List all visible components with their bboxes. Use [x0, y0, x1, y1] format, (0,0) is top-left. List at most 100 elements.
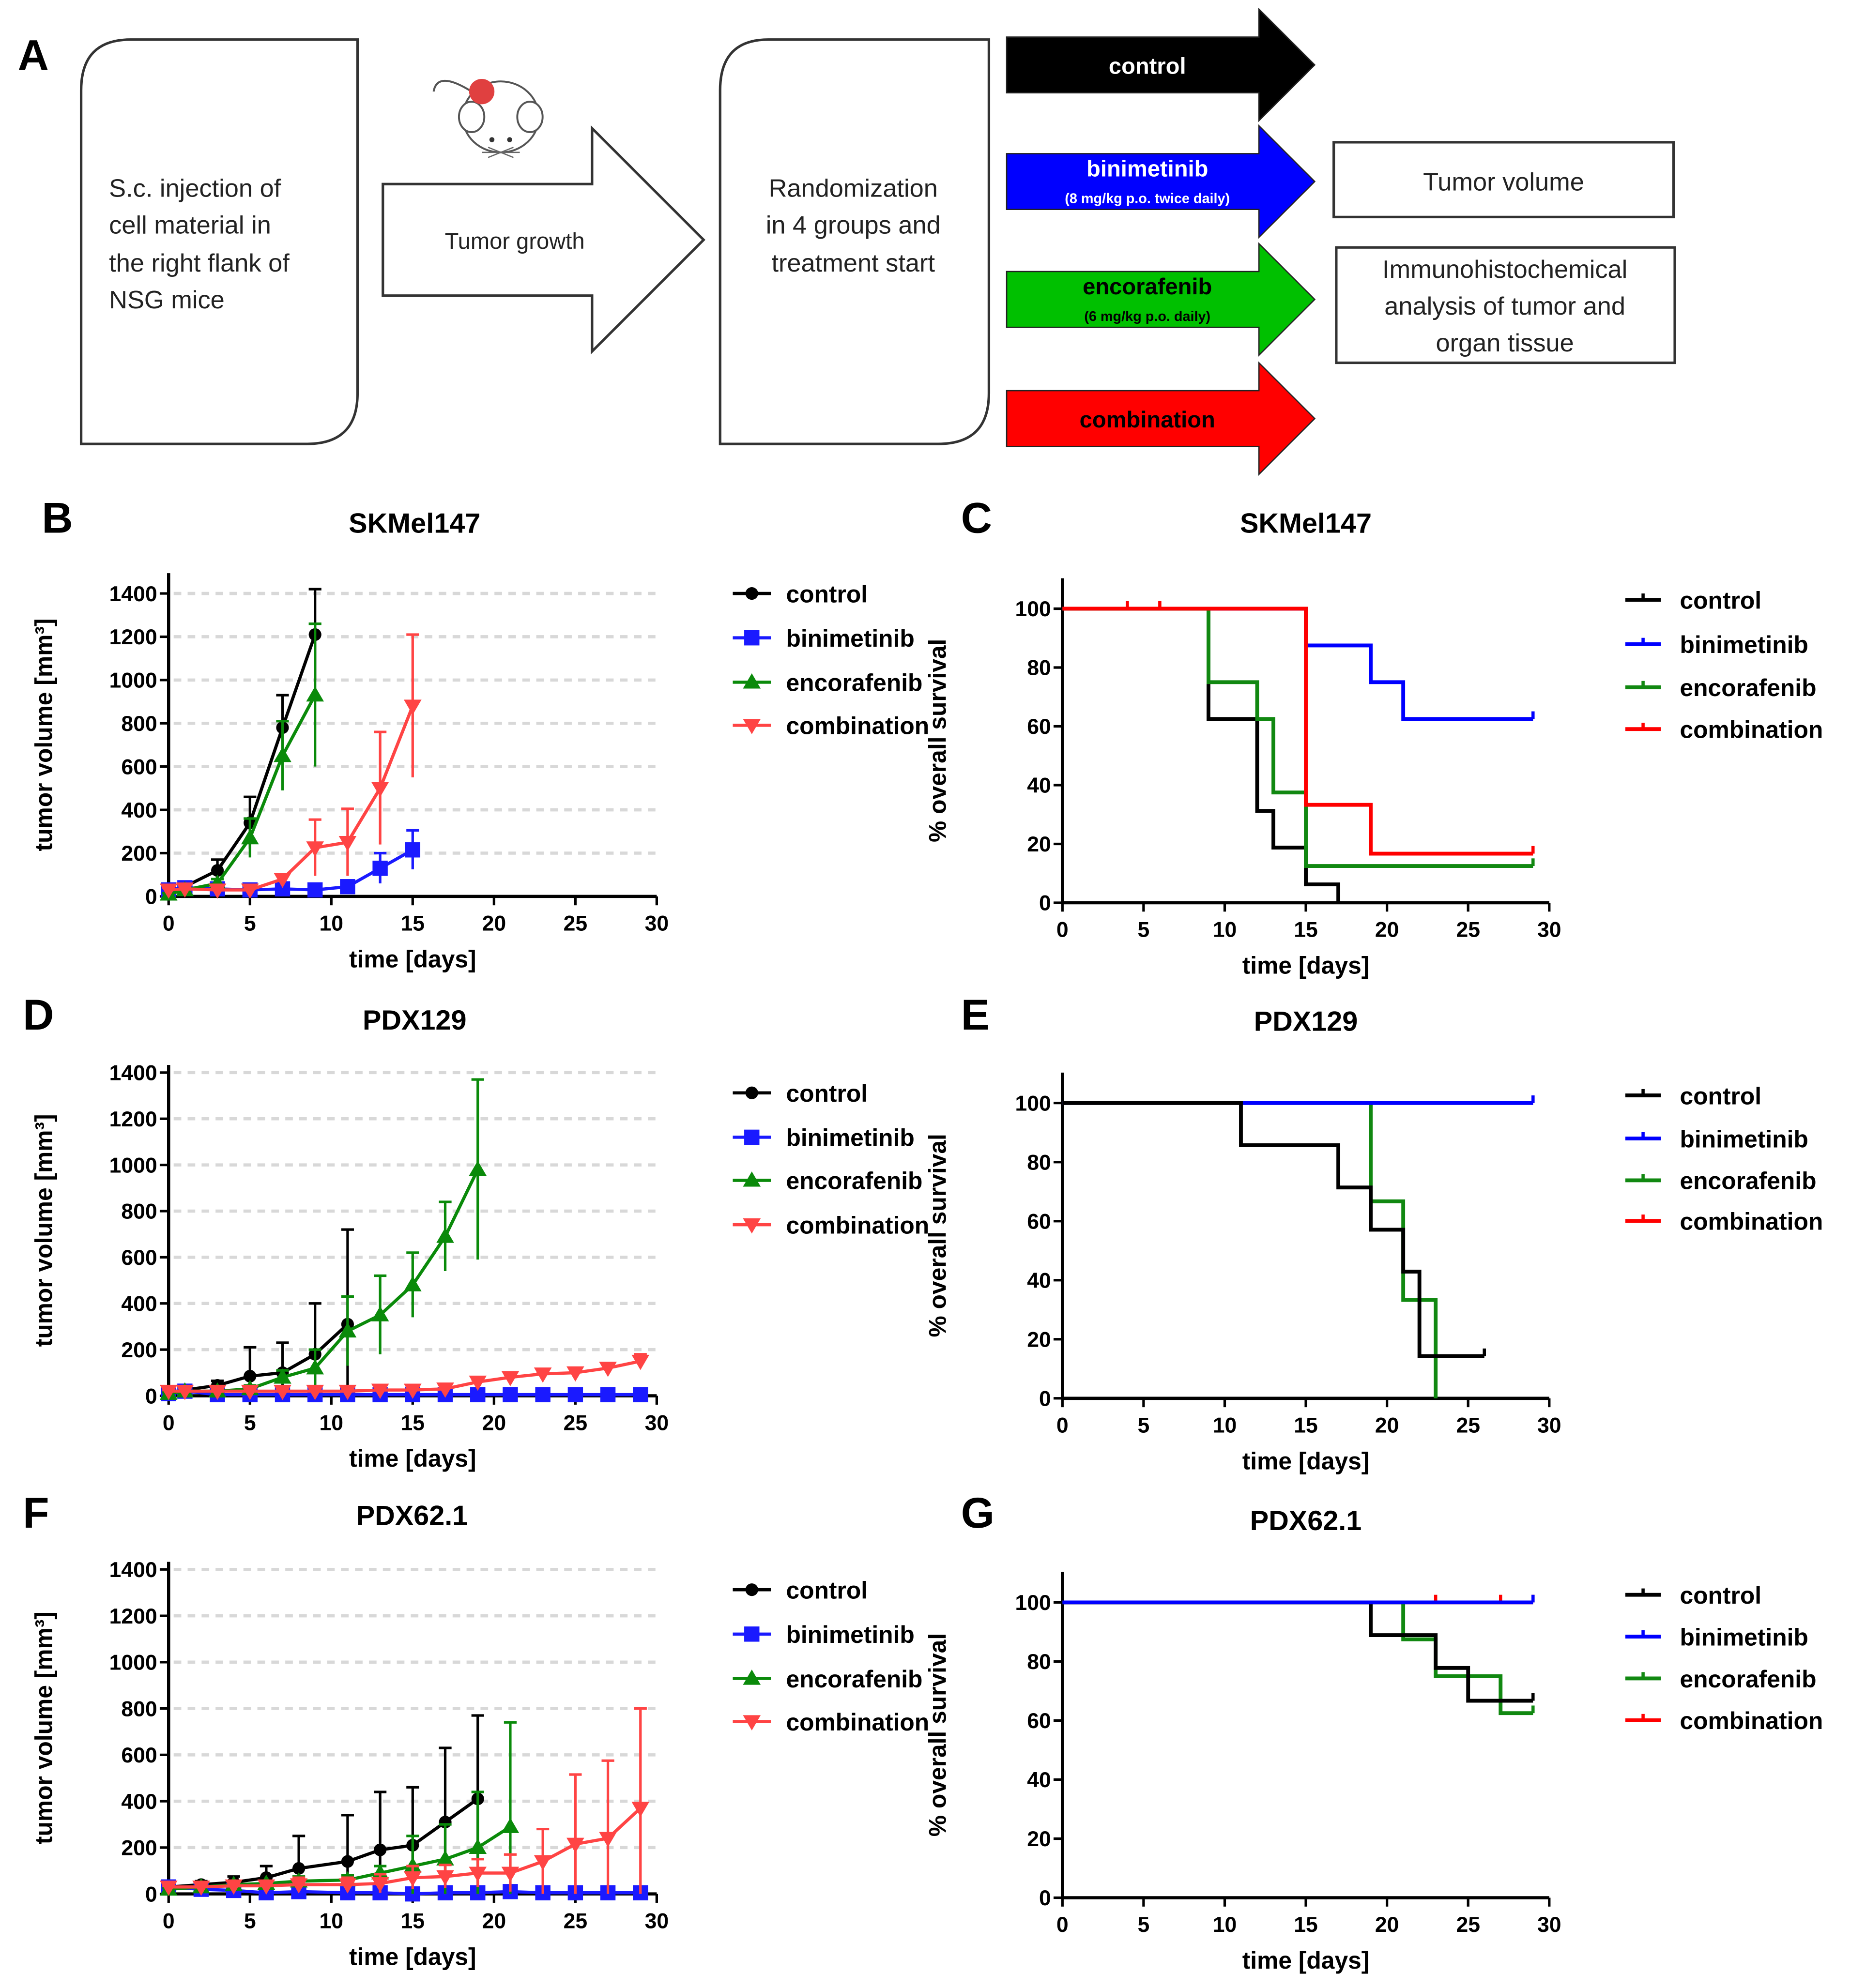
- legend-label: control: [1680, 1082, 1762, 1109]
- legend-item-control: control: [733, 580, 868, 607]
- y-tick-label: 200: [121, 1338, 157, 1362]
- series-combination: [159, 1707, 650, 1896]
- data-point: [257, 1879, 275, 1895]
- legend-marker: [744, 1129, 760, 1145]
- data-point: [503, 1387, 518, 1402]
- data-point: [534, 1367, 552, 1383]
- readout-box-tumor-volume: [1332, 141, 1675, 218]
- y-axis-label: tumor volume [mm³]: [30, 619, 57, 851]
- x-tick-label: 15: [1294, 1413, 1318, 1437]
- series-line: [168, 1825, 511, 1891]
- legend-marker: [743, 1171, 761, 1187]
- legend-label: combination: [786, 1212, 929, 1239]
- x-tick-label: 25: [564, 1909, 588, 1933]
- y-tick-label: 0: [145, 1882, 157, 1906]
- legend-item-control: control: [733, 1080, 868, 1107]
- survival-curve: [1062, 1101, 1484, 1358]
- chart-panel-f: F PDX62.1 0 5 10 15 20 25 30 0 200 400 600 800 1000 120…: [23, 1488, 929, 1970]
- legend-label: encorafenib: [786, 1168, 922, 1195]
- chart-panel-c: C SKMel147 0 5 10 15 20 25 30 0 20 40 60 80 100 time [d…: [924, 493, 1823, 979]
- x-axis-label: time [days]: [349, 1445, 476, 1472]
- data-point: [159, 883, 178, 899]
- y-tick-label: 400: [121, 1292, 157, 1316]
- legend-item-control: control: [733, 1577, 868, 1604]
- arrow-dose-encorafenib: (6 mg/kg p.o. daily): [1084, 309, 1210, 324]
- step1-line: S.c. injection of: [109, 174, 281, 202]
- y-tick-label: 20: [1027, 1328, 1051, 1351]
- x-tick-label: 10: [320, 1909, 344, 1933]
- legend-label: control: [786, 580, 868, 607]
- data-point: [372, 861, 388, 876]
- data-point: [566, 1837, 584, 1853]
- arrow-label-binimetinib: binimetinib: [1086, 156, 1208, 182]
- survival-curve: [1062, 607, 1533, 856]
- panel-label: G: [961, 1488, 994, 1537]
- x-tick-label: 5: [1138, 1413, 1150, 1437]
- arrow-label-combination: combination: [1080, 407, 1215, 432]
- y-tick-label: 600: [121, 1246, 157, 1270]
- data-point: [469, 1867, 487, 1882]
- data-point: [436, 1228, 454, 1243]
- arrow-encorafenib: [1006, 242, 1316, 357]
- data-point: [274, 746, 291, 762]
- x-tick-label: 5: [1138, 1913, 1150, 1937]
- series-control: [1062, 1600, 1535, 1703]
- y-tick-label: 0: [145, 885, 157, 909]
- y-tick-label: 800: [121, 1697, 157, 1721]
- legend-label: combination: [786, 713, 929, 740]
- y-tick-label: 1000: [109, 1651, 157, 1675]
- step2-line: Randomization: [769, 174, 938, 202]
- data-point: [159, 1881, 178, 1896]
- legend-item-combination: combination: [733, 1709, 929, 1736]
- panel-a-schema: A S.c. injection of cell material in the…: [18, 7, 1676, 476]
- series-binimetinib: [1062, 607, 1535, 721]
- data-point: [338, 836, 357, 851]
- series-encorafenib: [1062, 1600, 1535, 1715]
- data-point: [208, 883, 227, 899]
- x-tick-label: 20: [1375, 918, 1399, 942]
- data-point: [274, 1384, 291, 1400]
- x-tick-label: 0: [163, 1909, 175, 1933]
- x-tick-label: 30: [1537, 1413, 1561, 1437]
- x-tick-label: 10: [320, 912, 344, 936]
- data-point: [371, 1383, 389, 1399]
- legend-marker: [745, 587, 758, 600]
- data-point: [340, 879, 355, 895]
- data-point: [436, 1870, 454, 1886]
- y-tick-label: 80: [1027, 1650, 1051, 1674]
- legend-item-control: control: [1625, 587, 1761, 614]
- x-tick-label: 10: [1213, 1413, 1237, 1437]
- series-binimetinib: [1062, 1594, 1535, 1605]
- legend-marker: [744, 1626, 760, 1642]
- x-tick-label: 20: [482, 1411, 506, 1435]
- data-point: [534, 1855, 552, 1870]
- x-tick-label: 15: [401, 912, 425, 936]
- x-tick-label: 25: [564, 912, 588, 936]
- legend-label: encorafenib: [1680, 1168, 1817, 1195]
- readout-text: analysis of tumor and: [1384, 292, 1625, 320]
- x-tick-label: 10: [1213, 1913, 1237, 1937]
- y-tick-label: 40: [1027, 774, 1051, 798]
- legend-item-encorafenib: encorafenib: [733, 669, 922, 697]
- legend-label: binimetinib: [786, 625, 914, 652]
- legend-label: binimetinib: [1680, 1624, 1808, 1651]
- data-point: [469, 1838, 487, 1854]
- x-tick-label: 10: [1213, 918, 1237, 942]
- x-tick-label: 25: [1456, 1413, 1480, 1437]
- y-tick-label: 0: [1039, 1387, 1051, 1411]
- y-tick-label: 20: [1027, 833, 1051, 856]
- x-tick-label: 25: [1456, 1913, 1480, 1937]
- arrow-binimetinib: [1006, 124, 1316, 239]
- x-tick-label: 5: [1138, 918, 1150, 942]
- x-tick-label: 0: [163, 912, 175, 936]
- legend-marker: [743, 1715, 761, 1730]
- series-combination: [159, 633, 422, 899]
- legend-marker: [745, 1086, 758, 1099]
- chart-title: SKMel147: [349, 508, 480, 539]
- data-point: [225, 1879, 243, 1895]
- series-line: [168, 1359, 641, 1393]
- x-tick-label: 30: [1537, 1913, 1561, 1937]
- legend-item-binimetinib: binimetinib: [733, 1621, 915, 1648]
- readout-text: Tumor volume: [1423, 168, 1584, 196]
